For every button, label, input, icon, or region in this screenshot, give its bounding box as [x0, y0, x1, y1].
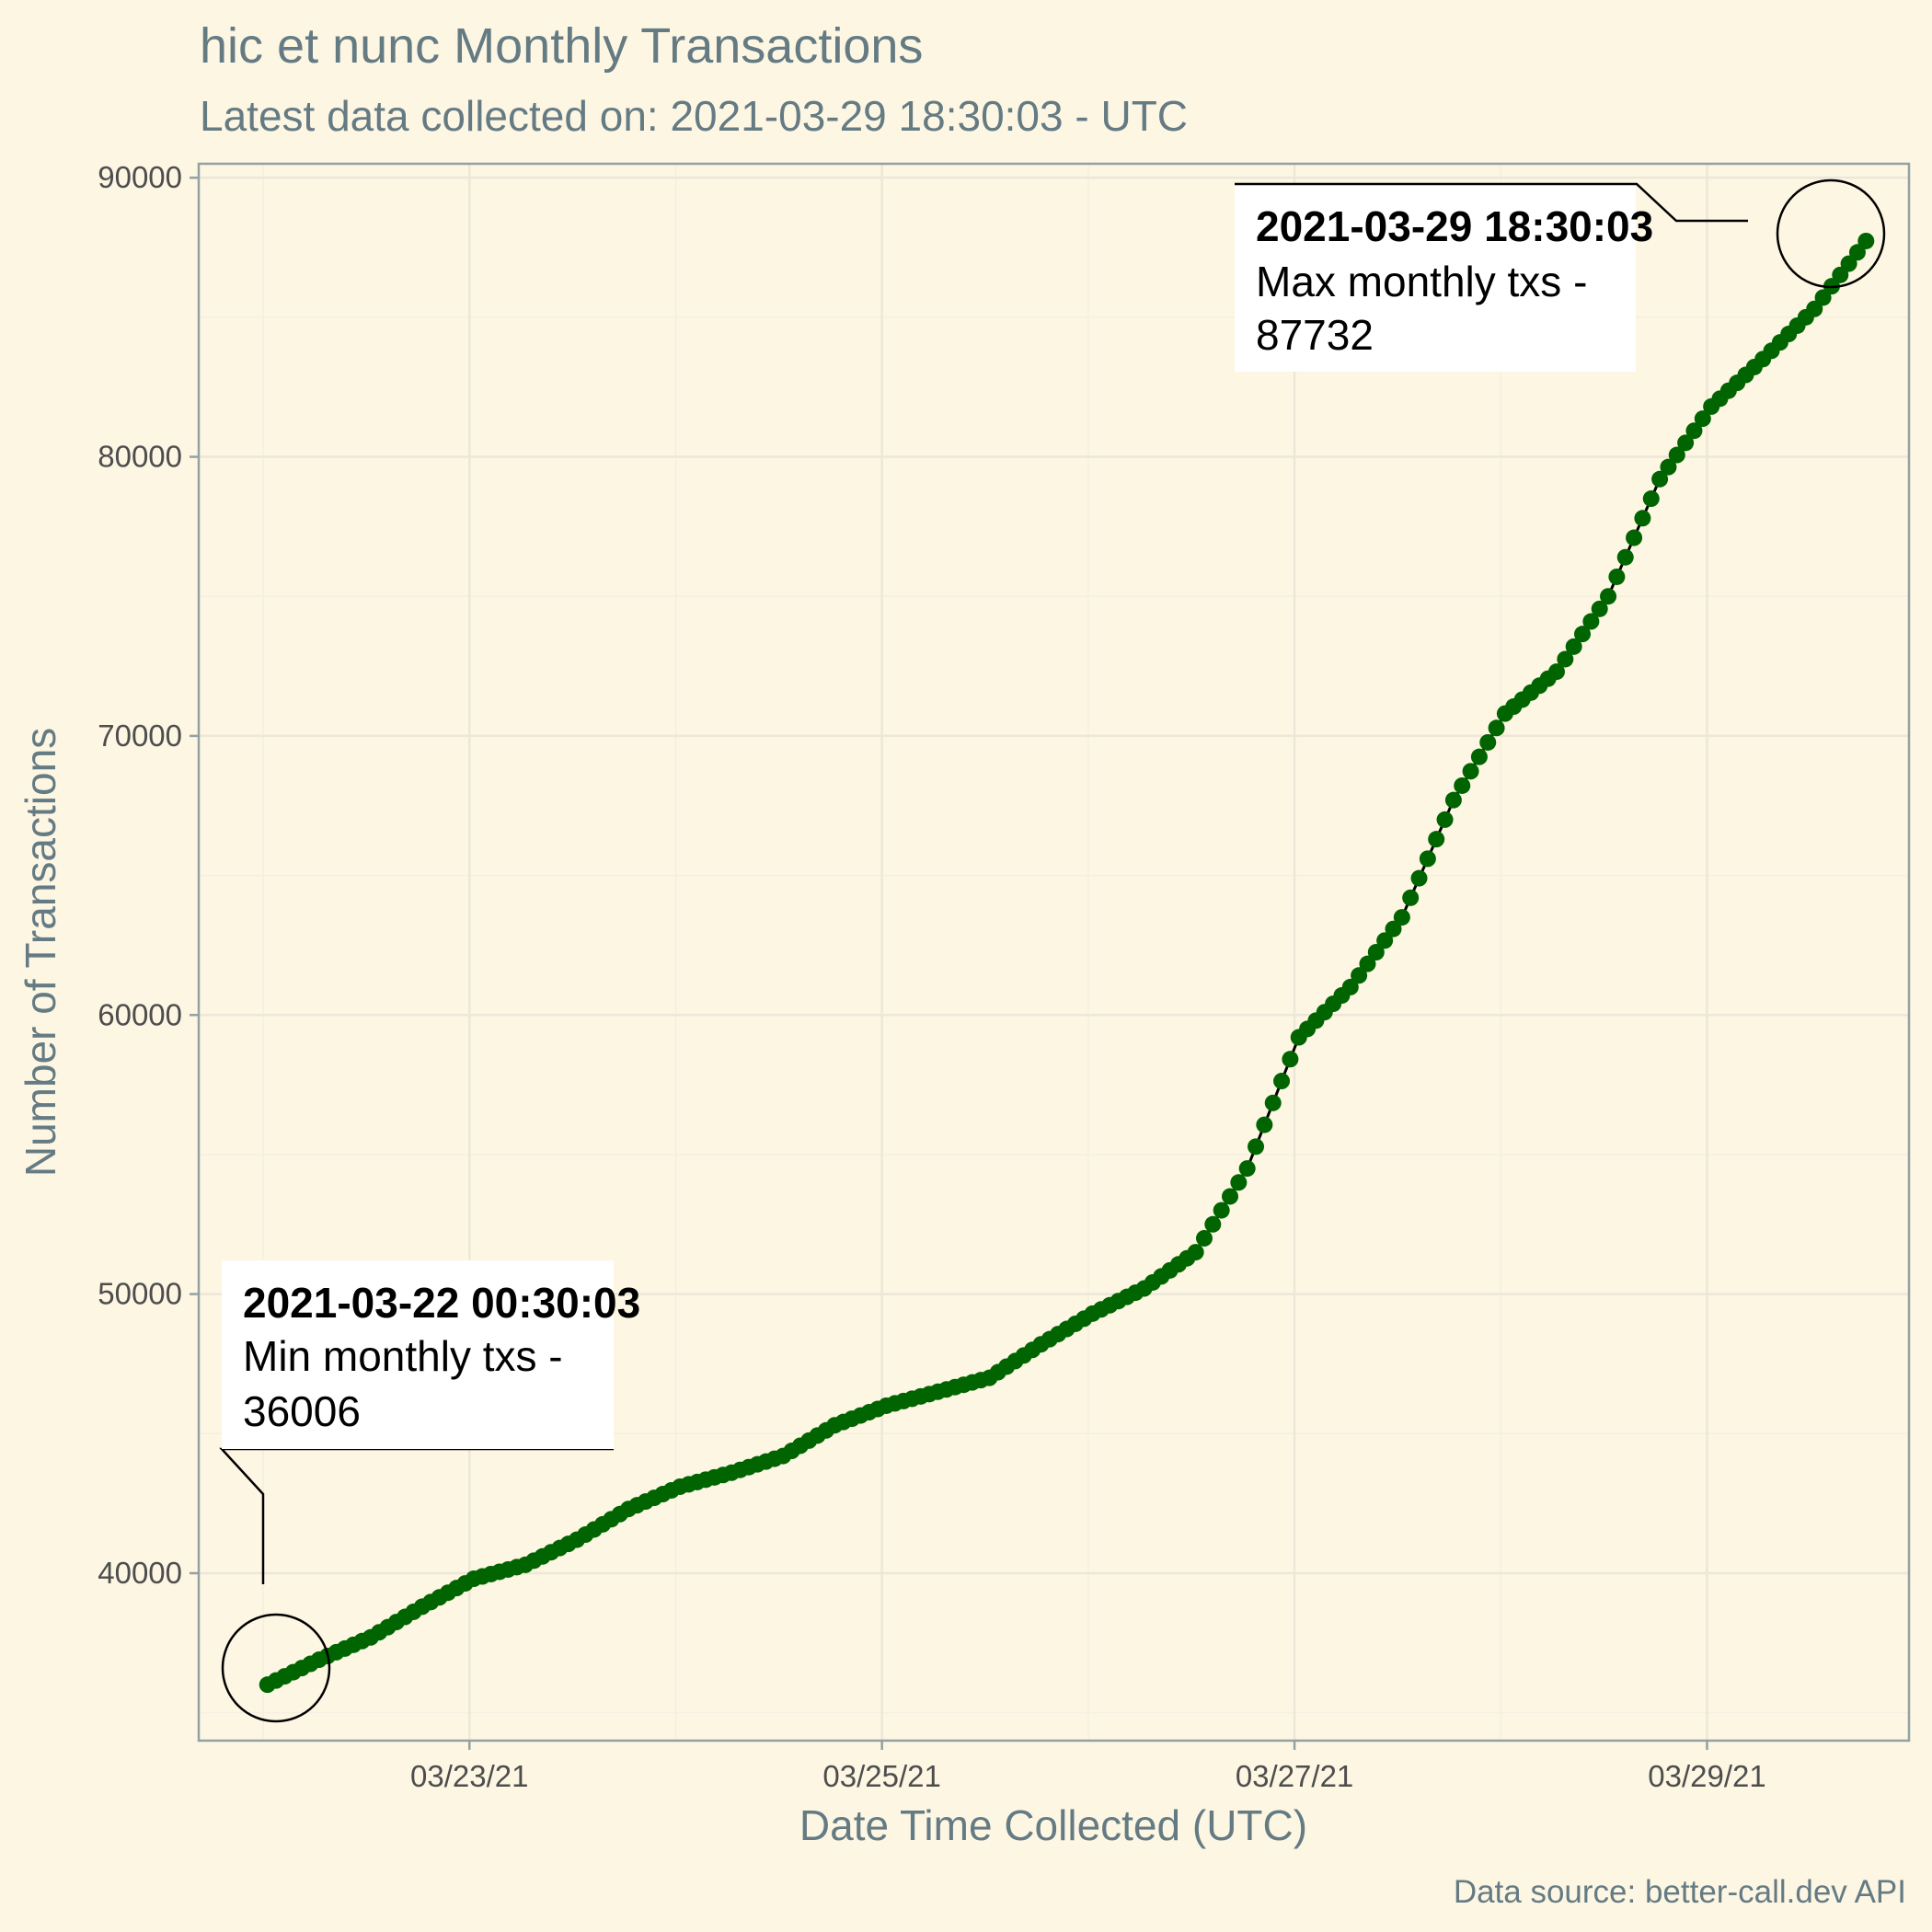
- data-point-interpolated: [1204, 1215, 1222, 1233]
- max-callout-box: [1235, 184, 1636, 372]
- data-source-caption: Data source: better-call.dev API: [1454, 1874, 1906, 1910]
- min-callout-label: Min monthly txs -: [243, 1332, 563, 1380]
- grid-major-lines: [199, 164, 1909, 1741]
- max-callout-value: 87732: [1256, 311, 1374, 359]
- x-tick-label: 03/27/21: [1236, 1759, 1353, 1793]
- data-point: [1806, 300, 1823, 317]
- data-point-interpolated: [1410, 869, 1428, 887]
- data-point-interpolated: [1582, 613, 1600, 630]
- min-callout-value: 36006: [243, 1387, 361, 1435]
- x-axis: 03/23/21 03/25/21 03/27/21 03/29/21: [410, 1741, 1766, 1793]
- y-axis-title: Number of Transactions: [17, 728, 64, 1177]
- min-callout-box: [222, 1260, 614, 1449]
- data-point-interpolated: [1488, 719, 1505, 737]
- data-point-interpolated: [1591, 600, 1608, 617]
- max-callout-leader: [1235, 182, 1748, 223]
- data-point-interpolated: [1462, 763, 1479, 780]
- min-callout-leader: [219, 1447, 614, 1584]
- y-tick-label: 80000: [98, 440, 182, 474]
- data-point: [1341, 978, 1359, 995]
- y-tick-label: 70000: [98, 719, 182, 753]
- data-point-interpolated: [1436, 811, 1454, 828]
- data-point-interpolated: [1282, 1051, 1299, 1068]
- data-point: [1187, 1244, 1204, 1261]
- data-point-interpolated: [1840, 255, 1857, 272]
- y-tick-label: 40000: [98, 1556, 182, 1590]
- x-tick-label: 03/25/21: [822, 1759, 940, 1793]
- data-point-interpolated: [1832, 266, 1849, 283]
- data-point-interpolated: [1660, 458, 1677, 476]
- data-point-interpolated: [1428, 831, 1445, 848]
- chart-subtitle: Latest data collected on: 2021-03-29 18:…: [200, 92, 1188, 140]
- data-point-interpolated: [1814, 289, 1832, 306]
- data-point-interpolated: [1273, 1073, 1291, 1090]
- data-point: [1444, 791, 1462, 809]
- data-point-interpolated: [1608, 568, 1626, 585]
- min-highlight-circle: [221, 1613, 331, 1723]
- y-tick-label: 60000: [98, 997, 182, 1031]
- data-point-interpolated: [1367, 944, 1385, 960]
- data-point-interpolated: [1565, 638, 1582, 655]
- data-point-interpolated: [1454, 776, 1471, 794]
- data-point: [1393, 909, 1410, 926]
- grid-minor-lines: [199, 164, 1909, 1741]
- series-points: [259, 232, 1875, 1694]
- data-point-interpolated: [1264, 1094, 1282, 1111]
- data-point: [1600, 588, 1617, 605]
- data-point-interpolated: [1222, 1188, 1239, 1205]
- x-axis-title: Date Time Collected (UTC): [799, 1801, 1307, 1849]
- data-point-interpolated: [1479, 733, 1497, 751]
- max-callout-datetime: 2021-03-29 18:30:03: [1256, 202, 1653, 250]
- data-point-interpolated: [1376, 932, 1394, 949]
- data-point: [1547, 663, 1565, 681]
- chart-title: hic et nunc Monthly Transactions: [200, 18, 923, 74]
- data-point-interpolated: [1634, 510, 1651, 527]
- data-point-interpolated: [1470, 748, 1488, 765]
- max-highlight-circle: [1776, 178, 1886, 289]
- data-point: [1238, 1160, 1256, 1178]
- data-point-interpolated: [1574, 626, 1592, 643]
- x-tick-label: 03/23/21: [410, 1759, 528, 1793]
- data-point-interpolated: [1848, 244, 1866, 261]
- min-callout-datetime: 2021-03-22 00:30:03: [243, 1279, 640, 1327]
- data-point-interpolated: [1668, 446, 1685, 464]
- data-point-interpolated: [1616, 548, 1634, 566]
- data-point-interpolated: [1626, 529, 1643, 546]
- data-point-interpolated: [1694, 410, 1711, 428]
- y-axis: 40000 50000 60000 70000 80000 90000: [98, 160, 199, 1590]
- data-point-interpolated: [1359, 955, 1376, 972]
- max-callout-label: Max monthly txs -: [1256, 258, 1587, 305]
- data-point-interpolated: [1677, 434, 1695, 452]
- data-point-interpolated: [1557, 650, 1574, 668]
- data-point: [1651, 470, 1669, 488]
- y-tick-label: 90000: [98, 160, 182, 194]
- data-point-interpolated: [1230, 1174, 1248, 1191]
- data-point-interpolated: [1402, 889, 1420, 906]
- data-point-interpolated: [1419, 850, 1436, 868]
- data-point-interpolated: [1385, 920, 1402, 937]
- plot-border: [197, 162, 1911, 1742]
- data-point-interpolated: [1685, 422, 1703, 440]
- y-tick-label: 50000: [98, 1277, 182, 1311]
- data-point-interpolated: [1256, 1116, 1273, 1133]
- data-point-interpolated: [1351, 967, 1368, 984]
- data-point-interpolated: [1195, 1229, 1213, 1247]
- x-tick-label: 03/29/21: [1648, 1759, 1765, 1793]
- data-point-interpolated: [1248, 1138, 1265, 1156]
- data-point: [1857, 232, 1875, 249]
- data-point-interpolated: [1213, 1202, 1230, 1219]
- data-point-interpolated: [1642, 490, 1660, 508]
